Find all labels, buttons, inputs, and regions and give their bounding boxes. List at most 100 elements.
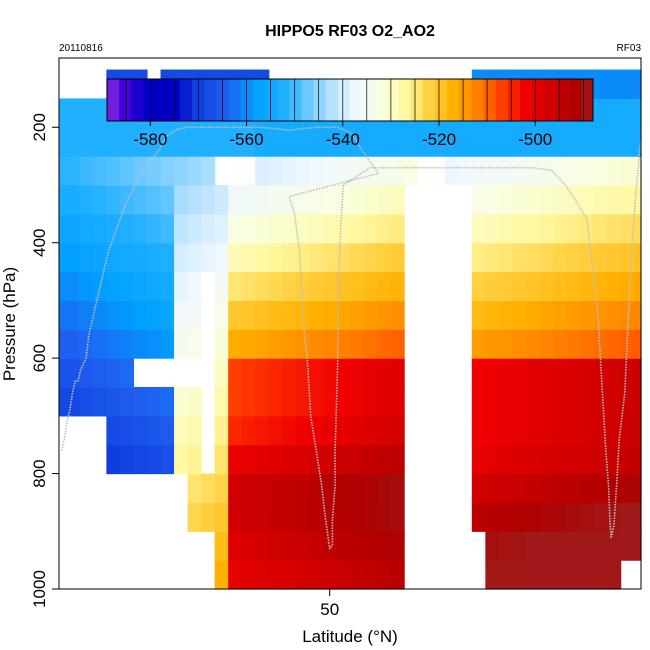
colorbar-tick-label: -520 bbox=[422, 130, 456, 149]
heatmap-cell bbox=[634, 213, 642, 244]
heatmap-cell bbox=[620, 69, 635, 99]
heatmap-cell bbox=[59, 213, 80, 244]
heatmap-cell bbox=[92, 300, 107, 330]
heatmap-cell bbox=[241, 502, 256, 532]
heatmap-cell bbox=[404, 127, 419, 157]
heatmap-cell bbox=[241, 358, 256, 388]
heatmap-cell bbox=[377, 473, 392, 504]
colorbar-swatch bbox=[386, 79, 400, 121]
heatmap-cell bbox=[444, 156, 459, 186]
heatmap-cell bbox=[59, 329, 80, 359]
heatmap-cell bbox=[160, 444, 175, 475]
heatmap-cell bbox=[295, 560, 310, 590]
colorbar-swatch bbox=[143, 79, 157, 121]
x-axis-label: Latitude (°N) bbox=[302, 627, 398, 646]
heatmap-cell bbox=[79, 98, 94, 128]
heatmap-cell bbox=[634, 127, 642, 157]
heatmap-cell bbox=[59, 271, 80, 302]
heatmap-cell bbox=[268, 358, 283, 388]
heatmap-cell bbox=[350, 242, 365, 273]
heatmap-cell bbox=[634, 502, 642, 532]
heatmap-cell bbox=[350, 271, 365, 302]
heatmap-cell bbox=[214, 184, 229, 215]
heatmap-cell bbox=[146, 184, 162, 215]
heatmap-cell bbox=[146, 444, 162, 475]
heatmap-cell bbox=[593, 127, 608, 157]
heatmap-cell bbox=[539, 560, 554, 590]
colorbar-swatch bbox=[107, 79, 120, 121]
heatmap-cell bbox=[512, 560, 527, 590]
heatmap-cell bbox=[390, 156, 405, 186]
heatmap-cell bbox=[241, 242, 256, 273]
heatmap-cell bbox=[471, 415, 486, 446]
heatmap-cell bbox=[390, 358, 405, 388]
heatmap-cell bbox=[119, 329, 135, 359]
heatmap-cell bbox=[187, 473, 202, 504]
heatmap-cell bbox=[498, 213, 514, 244]
heatmap-cell bbox=[553, 473, 568, 504]
heatmap-cell bbox=[566, 156, 581, 186]
heatmap-cell bbox=[241, 300, 256, 330]
heatmap-cell bbox=[580, 156, 595, 186]
heatmap-cell bbox=[255, 213, 270, 244]
heatmap-cell bbox=[580, 531, 595, 561]
heatmap-cell bbox=[322, 127, 338, 157]
heatmap-cell bbox=[525, 127, 541, 157]
heatmap-cell bbox=[336, 358, 351, 388]
heatmap-cell bbox=[566, 386, 581, 417]
heatmap-cell bbox=[160, 415, 175, 446]
heatmap-cell bbox=[553, 329, 568, 359]
heatmap-cell bbox=[512, 300, 527, 330]
heatmap-cell bbox=[309, 242, 324, 273]
heatmap-cell bbox=[512, 329, 527, 359]
colorbar-swatch bbox=[155, 79, 169, 121]
heatmap-cell bbox=[201, 127, 216, 157]
heatmap-cell bbox=[553, 300, 568, 330]
heatmap-cell bbox=[390, 415, 405, 446]
heatmap-cell bbox=[268, 127, 283, 157]
heatmap-cell bbox=[553, 415, 568, 446]
heatmap-cell bbox=[282, 213, 297, 244]
heatmap-cell bbox=[336, 156, 351, 186]
heatmap-cell bbox=[485, 300, 500, 330]
heatmap-cell bbox=[350, 127, 365, 157]
heatmap-cell bbox=[525, 156, 541, 186]
heatmap-cell bbox=[241, 184, 256, 215]
colorbar-swatch bbox=[301, 79, 315, 121]
heatmap-cell bbox=[119, 300, 135, 330]
heatmap-cell bbox=[471, 242, 486, 273]
heatmap-cell bbox=[634, 444, 642, 475]
heatmap-cell bbox=[59, 242, 80, 273]
heatmap-cell bbox=[525, 242, 541, 273]
heatmap-cell bbox=[336, 300, 351, 330]
heatmap-cell bbox=[431, 127, 446, 157]
heatmap-cell bbox=[228, 127, 243, 157]
heatmap-cell bbox=[485, 127, 500, 157]
heatmap-cell bbox=[498, 242, 514, 273]
colorbar-swatch bbox=[568, 79, 582, 121]
heatmap-cell bbox=[59, 156, 80, 186]
heatmap-cell bbox=[553, 358, 568, 388]
heatmap-cell bbox=[119, 127, 135, 157]
heatmap-cell bbox=[295, 242, 310, 273]
heatmap-cell bbox=[377, 444, 392, 475]
heatmap-cell bbox=[553, 444, 568, 475]
heatmap-cell bbox=[106, 127, 121, 157]
heatmap-cell bbox=[228, 444, 243, 475]
heatmap-cell bbox=[498, 127, 514, 157]
heatmap-cell bbox=[566, 127, 581, 157]
heatmap-cell bbox=[444, 127, 459, 157]
heatmap-cell bbox=[377, 560, 392, 590]
heatmap-cell bbox=[350, 184, 365, 215]
heatmap-cell bbox=[539, 415, 554, 446]
heatmap-cell bbox=[295, 127, 310, 157]
heatmap-cell bbox=[390, 502, 405, 532]
heatmap-cell bbox=[620, 156, 635, 186]
heatmap-cell bbox=[512, 358, 527, 388]
heatmap-cell bbox=[363, 242, 378, 273]
heatmap-cell bbox=[228, 184, 243, 215]
heatmap-cell bbox=[498, 329, 514, 359]
heatmap-cell bbox=[485, 184, 500, 215]
heatmap-cell bbox=[201, 242, 216, 273]
heatmap-cell bbox=[187, 329, 202, 359]
